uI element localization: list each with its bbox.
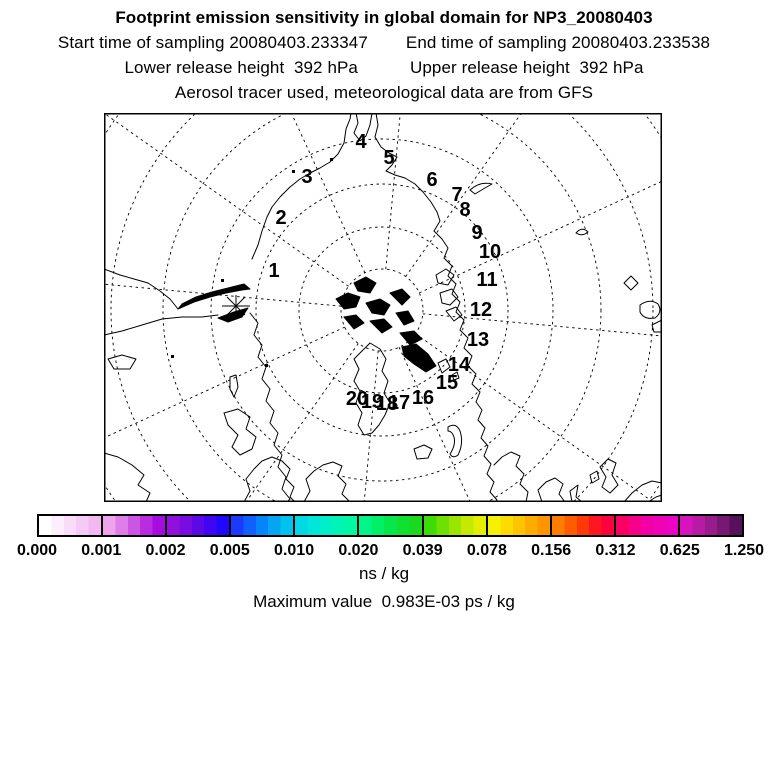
lower-release-text: Lower release height 392 hPa bbox=[124, 58, 358, 77]
colorbar-segment bbox=[485, 516, 550, 535]
colorbar-tick-label: 0.005 bbox=[209, 542, 250, 559]
colorbar-tick-label: 0.001 bbox=[81, 542, 122, 559]
colorbar-segment bbox=[293, 516, 358, 535]
coast-alaska-south bbox=[104, 452, 151, 502]
trajectory-point-label: 7 bbox=[451, 184, 463, 206]
trajectory-point-label: 10 bbox=[478, 241, 502, 263]
trajectory-point-label: 18 bbox=[375, 393, 399, 415]
trajectory-point-label: 12 bbox=[469, 299, 493, 321]
coast-chukotka-peninsula bbox=[177, 283, 251, 310]
plot-title: Footprint emission sensitivity in global… bbox=[115, 8, 653, 27]
coast-alaska-interior bbox=[223, 408, 257, 456]
coast-eurasia-main bbox=[374, 113, 498, 502]
trajectory-point-label: 4 bbox=[355, 131, 367, 153]
colorbar-tick-label: 0.020 bbox=[338, 542, 379, 559]
coast-hudson-bay bbox=[243, 456, 350, 502]
trajectory-point-label: 3 bbox=[301, 166, 313, 188]
trajectory-point-label: 15 bbox=[435, 372, 459, 394]
max-value-label: Maximum value 0.983E-03 ps / kg bbox=[253, 592, 515, 611]
trajectory-point-label: 2 bbox=[275, 207, 287, 229]
lakes-right-edge bbox=[575, 228, 662, 333]
trajectory-point-label: 5 bbox=[383, 147, 395, 169]
colorbar-segment bbox=[229, 516, 294, 535]
island-novaya-zemlya bbox=[447, 424, 463, 458]
trajectory-point-label: 11 bbox=[476, 269, 498, 291]
colorbar-segment bbox=[165, 516, 230, 535]
colorbar-segment bbox=[549, 516, 614, 535]
colorbar-tick-label: 0.039 bbox=[402, 542, 443, 559]
coast-seward-peninsula bbox=[217, 307, 249, 323]
map-border bbox=[104, 113, 662, 502]
trajectory-point-label: 8 bbox=[459, 199, 471, 221]
map-svg bbox=[104, 113, 662, 502]
colorbar-tick-label: 0.010 bbox=[274, 542, 315, 559]
coast-britain-europe bbox=[569, 458, 662, 502]
coast-greenland bbox=[353, 342, 391, 436]
colorbar-tick-label: 0.156 bbox=[531, 542, 572, 559]
colorbar-segment bbox=[677, 516, 743, 535]
colorbar-bar bbox=[37, 514, 744, 537]
colorbar-segment bbox=[101, 516, 166, 535]
colorbar-segment bbox=[613, 516, 678, 535]
coast-alaska-north bbox=[104, 314, 219, 336]
graticule bbox=[104, 113, 662, 502]
trajectory-point-label: 13 bbox=[466, 329, 490, 351]
colorbar-segment bbox=[357, 516, 422, 535]
trajectory-point-label: 1 bbox=[268, 260, 280, 282]
island-new-siberian bbox=[469, 182, 493, 195]
island-st-lawrence bbox=[107, 354, 137, 370]
start-time-text: Start time of sampling 20080403.233347 bbox=[57, 33, 368, 52]
colorbar-tick-label: 1.250 bbox=[723, 542, 765, 559]
colorbar-unit: ns / kg bbox=[358, 564, 410, 583]
coast-kola-whitesea bbox=[493, 451, 529, 502]
colorbar-tick-label: 0.000 bbox=[16, 542, 58, 559]
trajectory-point-label: 6 bbox=[426, 169, 438, 191]
colorbar-ticks: 0.000 0.001 0.002 0.005 0.010 0.020 0.039 0.078… bbox=[17, 542, 764, 560]
release-height-line: Lower release height 392 hPa Upper relea… bbox=[0, 58, 768, 78]
islands-bering bbox=[229, 374, 239, 398]
coast-baltic bbox=[537, 477, 566, 502]
trajectory-point-label: 20 bbox=[345, 388, 369, 410]
coast-lena-delta bbox=[353, 113, 373, 142]
upper-release-text: Upper release height 392 hPa bbox=[410, 58, 644, 77]
polar-map: 1 2 3 4 5 6 7 8 9 10 11 12 13 14 15 16 17 18 19 20 bbox=[104, 113, 662, 502]
colorbar-tick-label: 0.078 bbox=[466, 542, 507, 559]
trajectory-point-label: 14 bbox=[447, 354, 471, 376]
islands-svalbard bbox=[437, 358, 460, 381]
islands-canadian-archipelago bbox=[335, 276, 423, 346]
colorbar-tick-label: 0.625 bbox=[659, 542, 700, 559]
colorbar-tick-label: 0.002 bbox=[145, 542, 186, 559]
end-time-text: End time of sampling 20080403.233538 bbox=[405, 33, 711, 52]
colorbar-tick-label: 0.312 bbox=[595, 542, 636, 559]
island-iceland bbox=[413, 444, 433, 460]
trajectory-point-label: 17 bbox=[387, 392, 411, 414]
coast-east-siberia bbox=[251, 113, 352, 260]
trajectory-point-label: 19 bbox=[360, 391, 384, 413]
trajectory-layer: 1 2 3 4 5 6 7 8 9 10 11 12 13 14 15 16 17 18 19 20 bbox=[104, 113, 662, 502]
trajectory-point-label: 9 bbox=[471, 222, 483, 244]
trajectory-point-label: 16 bbox=[411, 387, 435, 409]
sampling-time-line: Start time of sampling 20080403.233347 E… bbox=[0, 33, 768, 53]
tracer-info-line: Aerosol tracer used, meteorological data… bbox=[174, 83, 594, 102]
island-baffin bbox=[401, 343, 437, 373]
coast-chukotka-approach bbox=[104, 268, 179, 310]
release-location-marker bbox=[222, 295, 250, 317]
islands-severnaya-zemlya bbox=[435, 268, 463, 322]
coastlines bbox=[104, 113, 662, 502]
colorbar-segment bbox=[421, 516, 486, 535]
colorbar-segment bbox=[39, 516, 102, 535]
coast-north-america bbox=[249, 312, 291, 502]
